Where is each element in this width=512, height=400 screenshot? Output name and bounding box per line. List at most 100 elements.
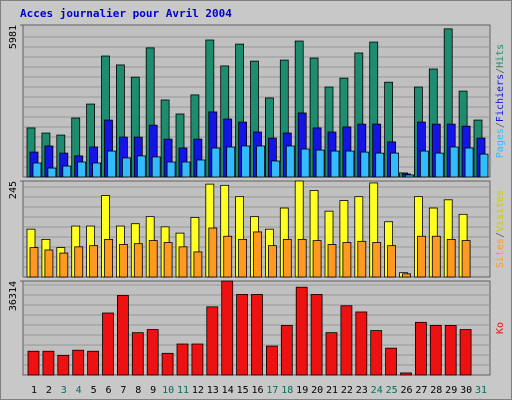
- bar: [340, 305, 353, 376]
- bar: [74, 246, 84, 278]
- x-tick-label: 19: [296, 385, 308, 396]
- bar: [87, 350, 99, 376]
- legend-entry: Hits: [495, 44, 506, 68]
- bar: [295, 286, 308, 376]
- bar: [223, 235, 233, 278]
- x-tick-label: 18: [281, 385, 293, 396]
- x-tick-label: 1: [31, 385, 37, 396]
- legend-entry: Fichiers: [495, 74, 506, 122]
- bar: [151, 156, 161, 178]
- x-tick-label: 3: [61, 385, 67, 396]
- bar: [57, 354, 70, 376]
- bar: [251, 294, 263, 376]
- x-tick-label: 10: [162, 385, 174, 396]
- legend: Pages/Fichiers/Hits: [495, 44, 506, 158]
- legend: Ko: [495, 322, 506, 334]
- bar: [360, 151, 370, 178]
- bar: [122, 157, 131, 178]
- bar: [370, 330, 383, 376]
- legend-entry: Ko: [495, 322, 506, 334]
- x-tick-label: 12: [192, 385, 204, 396]
- bar: [29, 247, 39, 278]
- bar: [429, 325, 442, 376]
- bar: [414, 321, 427, 376]
- legend-separator: /: [495, 232, 506, 238]
- legend-entry: Visites: [495, 190, 506, 232]
- bar: [461, 240, 471, 278]
- bar: [444, 325, 457, 376]
- bar: [107, 150, 116, 178]
- bar: [226, 146, 236, 178]
- x-tick-label: 30: [460, 385, 472, 396]
- bar: [253, 231, 262, 278]
- bar: [102, 312, 114, 376]
- bar: [449, 146, 459, 178]
- x-tick-label: 21: [326, 385, 338, 396]
- bar: [236, 294, 249, 376]
- bar: [163, 242, 173, 278]
- bar: [434, 152, 444, 178]
- bar: [47, 167, 57, 178]
- y-tick-label: 36314: [8, 281, 19, 311]
- x-tick-label: 23: [356, 385, 368, 396]
- bar: [196, 159, 206, 178]
- bar: [119, 244, 128, 278]
- bar: [178, 246, 188, 278]
- bar: [375, 152, 385, 178]
- x-tick-label: 20: [311, 385, 323, 396]
- bar: [280, 325, 293, 376]
- bar: [405, 174, 414, 178]
- bar: [464, 147, 474, 178]
- legend-separator: /: [495, 122, 506, 128]
- bar: [104, 238, 113, 278]
- legend-separator: /: [495, 68, 506, 74]
- y-tick-label: 5981: [8, 25, 19, 49]
- bar: [241, 145, 251, 178]
- bar: [193, 251, 203, 278]
- x-tick-label: 31: [475, 385, 487, 396]
- bar: [146, 329, 159, 376]
- bar: [325, 332, 338, 376]
- x-tick-label: 22: [341, 385, 353, 396]
- bar: [221, 280, 234, 376]
- bar: [42, 350, 55, 376]
- bar: [161, 352, 174, 376]
- x-tick-label: 16: [251, 385, 263, 396]
- chart-title: Acces journalier pour Avril 2004: [20, 7, 232, 20]
- x-tick-label: 14: [222, 385, 234, 396]
- x-tick-label: 4: [76, 385, 82, 396]
- bar: [416, 235, 426, 278]
- bar: [148, 240, 158, 278]
- x-tick-label: 11: [177, 385, 189, 396]
- bar: [92, 162, 101, 178]
- bar: [459, 329, 472, 376]
- bar: [208, 227, 218, 278]
- x-tick-label: 26: [400, 385, 412, 396]
- x-tick-label: 28: [430, 385, 442, 396]
- bar: [355, 311, 368, 376]
- bar: [387, 245, 397, 278]
- bar: [59, 252, 69, 278]
- bar: [166, 161, 176, 178]
- y-tick-label: 245: [8, 181, 19, 199]
- legend: Sites/Visites: [495, 190, 506, 268]
- bar: [270, 160, 280, 178]
- bar: [330, 150, 340, 178]
- x-tick-label: 27: [415, 385, 427, 396]
- bar: [131, 332, 144, 376]
- bar: [300, 148, 310, 178]
- bar: [310, 294, 323, 376]
- x-tick-label: 24: [371, 385, 383, 396]
- x-tick-label: 8: [135, 385, 141, 396]
- bar: [419, 150, 429, 178]
- bar: [136, 155, 146, 178]
- bar: [44, 249, 54, 278]
- bar: [27, 350, 40, 376]
- bar: [357, 240, 367, 278]
- bar: [77, 161, 87, 178]
- bar: [327, 244, 337, 278]
- x-tick-label: 9: [150, 385, 156, 396]
- bar: [72, 349, 85, 376]
- bar: [89, 245, 98, 278]
